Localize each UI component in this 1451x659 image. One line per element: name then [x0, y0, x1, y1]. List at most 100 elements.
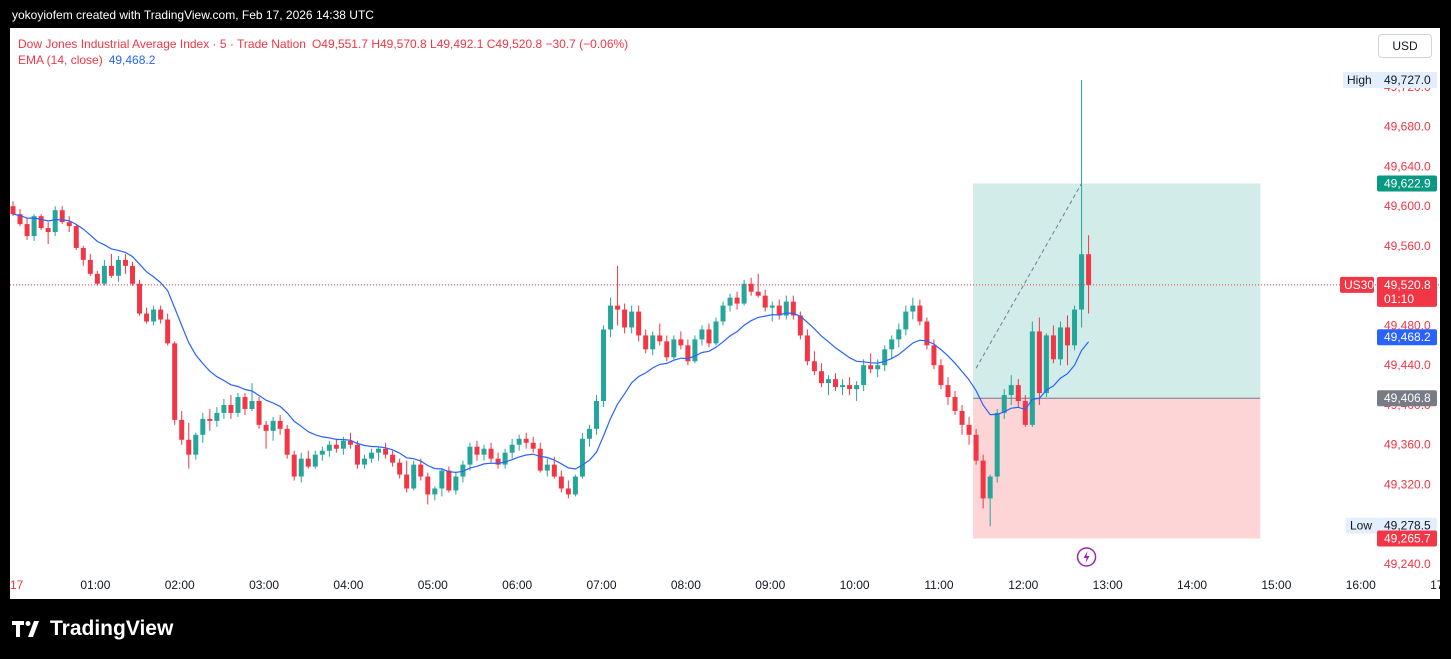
- candle-body[interactable]: [214, 412, 220, 421]
- candle-body[interactable]: [755, 291, 761, 296]
- candle-body[interactable]: [938, 365, 944, 386]
- candle-body[interactable]: [699, 329, 705, 340]
- candle-body[interactable]: [115, 259, 121, 276]
- candle-body[interactable]: [179, 419, 185, 440]
- candle-body[interactable]: [38, 216, 44, 229]
- candle-body[interactable]: [629, 311, 635, 328]
- candle-body[interactable]: [362, 458, 367, 465]
- candle-body[interactable]: [488, 448, 494, 459]
- candle-body[interactable]: [73, 226, 79, 248]
- candle-body[interactable]: [17, 214, 23, 225]
- candle-body[interactable]: [249, 401, 255, 409]
- candle-body[interactable]: [818, 371, 824, 384]
- candle-body[interactable]: [931, 345, 937, 366]
- candle-body[interactable]: [418, 464, 424, 477]
- candle-body[interactable]: [579, 438, 585, 477]
- candle-body[interactable]: [425, 476, 431, 495]
- candle-body[interactable]: [263, 424, 269, 431]
- candle-body[interactable]: [101, 265, 107, 284]
- candle-body[interactable]: [446, 470, 452, 491]
- candle-body[interactable]: [523, 438, 529, 443]
- candle-body[interactable]: [256, 401, 262, 425]
- candle-body[interactable]: [193, 434, 199, 455]
- candle-body[interactable]: [1001, 395, 1007, 413]
- candle-body[interactable]: [439, 470, 445, 489]
- candle-body[interactable]: [748, 283, 754, 292]
- candle-body[interactable]: [685, 345, 691, 362]
- candle-body[interactable]: [840, 385, 846, 388]
- candle-body[interactable]: [298, 458, 304, 477]
- candle-body[interactable]: [10, 206, 16, 215]
- candle-body[interactable]: [917, 305, 923, 322]
- chart-panel[interactable]: 49,240.049,280.049,320.049,360.049,400.0…: [10, 28, 1440, 599]
- candle-body[interactable]: [650, 335, 656, 350]
- candle-body[interactable]: [1043, 335, 1049, 394]
- candle-body[interactable]: [516, 438, 522, 445]
- candle-body[interactable]: [706, 329, 712, 344]
- candle-body[interactable]: [122, 259, 128, 266]
- candle-body[interactable]: [615, 305, 621, 310]
- candle-body[interactable]: [397, 462, 403, 475]
- candle-body[interactable]: [411, 464, 417, 489]
- candle-body[interactable]: [172, 343, 178, 420]
- candle-body[interactable]: [130, 265, 136, 284]
- candle-body[interactable]: [924, 321, 930, 346]
- candle-body[interactable]: [847, 385, 853, 390]
- candle-body[interactable]: [284, 428, 290, 455]
- candle-body[interactable]: [200, 418, 206, 435]
- candle-body[interactable]: [502, 452, 508, 465]
- candle-body[interactable]: [622, 309, 628, 328]
- candle-body[interactable]: [530, 442, 536, 449]
- candle-body[interactable]: [383, 448, 389, 455]
- candle-body[interactable]: [242, 397, 248, 409]
- ema-label[interactable]: EMA (14, close): [18, 53, 103, 67]
- candle-body[interactable]: [340, 440, 346, 449]
- candle-body[interactable]: [31, 216, 37, 237]
- candle-body[interactable]: [945, 385, 951, 398]
- candle-body[interactable]: [854, 385, 860, 390]
- candle-body[interactable]: [727, 297, 733, 306]
- candle-body[interactable]: [186, 439, 192, 455]
- candle-body[interactable]: [80, 247, 86, 260]
- candle-body[interactable]: [868, 365, 874, 370]
- candle-body[interactable]: [277, 420, 283, 429]
- candle-body[interactable]: [903, 311, 909, 330]
- candle-body[interactable]: [678, 339, 684, 346]
- candle-body[interactable]: [664, 341, 670, 358]
- candle-body[interactable]: [643, 335, 649, 350]
- candle-body[interactable]: [24, 224, 30, 237]
- candle-body[interactable]: [228, 404, 234, 413]
- candle-body[interactable]: [235, 397, 241, 413]
- candle-body[interactable]: [783, 301, 789, 316]
- candle-body[interactable]: [882, 349, 888, 366]
- candle-body[interactable]: [734, 297, 740, 304]
- candle-body[interactable]: [1057, 327, 1063, 360]
- candle-body[interactable]: [1079, 254, 1085, 310]
- candle-body[interactable]: [980, 460, 986, 499]
- candle-body[interactable]: [1022, 401, 1028, 425]
- candle-body[interactable]: [467, 446, 473, 465]
- candle-body[interactable]: [108, 265, 114, 276]
- candle-body[interactable]: [59, 210, 65, 223]
- candle-body[interactable]: [354, 444, 360, 465]
- candle-body[interactable]: [994, 412, 1000, 477]
- candle-body[interactable]: [291, 454, 297, 477]
- candle-body[interactable]: [221, 404, 227, 413]
- candle-body[interactable]: [833, 379, 839, 388]
- candle-body[interactable]: [151, 309, 157, 322]
- candle-body[interactable]: [973, 434, 979, 461]
- candle-body[interactable]: [432, 488, 438, 495]
- candle-body[interactable]: [319, 450, 325, 455]
- candle-body[interactable]: [495, 458, 501, 465]
- candle-body[interactable]: [1072, 309, 1078, 346]
- candle-body[interactable]: [94, 273, 100, 284]
- candle-body[interactable]: [572, 476, 578, 495]
- candle-body[interactable]: [347, 440, 353, 445]
- candle-body[interactable]: [601, 329, 607, 402]
- candle-body[interactable]: [657, 335, 663, 342]
- candle-body[interactable]: [790, 301, 796, 316]
- candle-body[interactable]: [1029, 331, 1035, 425]
- candle-body[interactable]: [52, 210, 58, 233]
- candle-body[interactable]: [565, 488, 571, 495]
- candle-body[interactable]: [158, 309, 164, 320]
